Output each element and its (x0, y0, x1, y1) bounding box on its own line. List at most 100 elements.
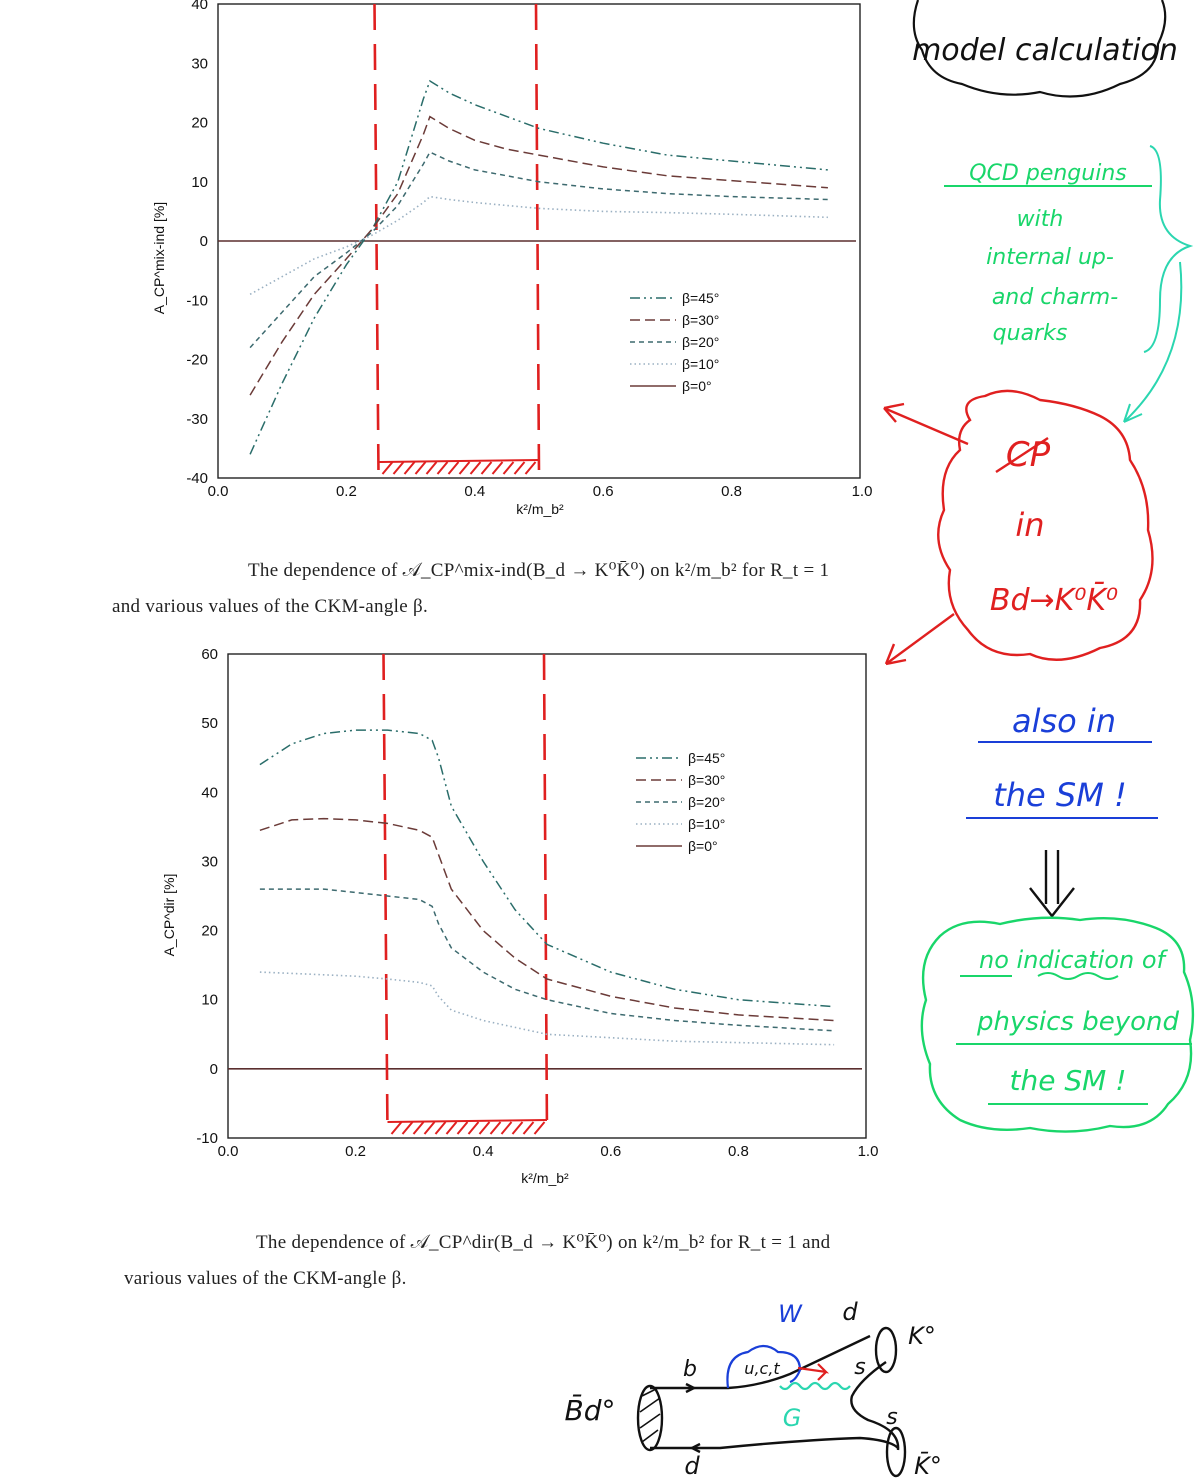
cloud-outline (912, 0, 1167, 98)
legend-label: β=45° (682, 290, 719, 306)
plot-frame (227, 653, 867, 1139)
x-tick-label: 0.4 (464, 483, 485, 500)
band-top-line (378, 459, 540, 463)
y-tick-label: 40 (201, 784, 218, 801)
s-bottom-label: s (886, 1405, 897, 1430)
model-calculation-cloud: model calculation (912, 0, 1178, 98)
k0-blob (874, 1326, 898, 1374)
band-top-line (387, 1119, 548, 1123)
band-hatch (447, 461, 460, 475)
band-hatch (522, 1121, 535, 1135)
series-line-1 (249, 79, 828, 455)
y-tick-label: -10 (196, 1130, 218, 1147)
band-hatch (381, 461, 394, 475)
qcd-line-1: QCD penguins (969, 161, 1126, 186)
y-axis-label: A_CP^mix-ind [%] (151, 202, 167, 314)
band-right-line (534, 3, 541, 475)
band-right-line (542, 653, 549, 1135)
y-tick-label: 20 (201, 923, 218, 940)
k0-label: K° (908, 1322, 936, 1350)
bd-blob (636, 1384, 664, 1452)
cp-in-text: in (1015, 506, 1044, 544)
bd-label: B̄d° (565, 1393, 616, 1427)
k0bar-label: K̄° (914, 1451, 942, 1480)
arrow-head (883, 402, 905, 423)
x-tick-label: 0.0 (208, 483, 229, 500)
x-tick-label: 0.2 (345, 1143, 366, 1160)
chart-dir: 0.0 0.2 0.4 0.6 0.8 1.0 -10 0 10 20 30 40 50 60 β=45… (161, 646, 878, 1186)
arrow-to-top-chart (883, 406, 969, 446)
legend-label: β=0° (682, 378, 712, 394)
x-tick-label: 1.0 (852, 483, 873, 500)
y-tick-label: -30 (186, 411, 208, 428)
caption-bottom-line-1: The dependence of 𝒜_CP^dir(B_d → K⁰K̄⁰) … (256, 1232, 831, 1253)
legend-label: β=30° (688, 772, 725, 788)
legend-label: β=30° (682, 312, 719, 328)
b-label: b (683, 1357, 697, 1382)
series-group (249, 79, 828, 455)
legend-label: β=0° (688, 838, 718, 854)
band-hatch (434, 1121, 447, 1135)
band-hatch (467, 1121, 480, 1135)
band-hatch (500, 1121, 513, 1135)
x-tick-label: 0.6 (600, 1143, 621, 1160)
nophys-line-3: the SM ! (1010, 1064, 1127, 1097)
x-tick-label: 0.2 (336, 483, 357, 500)
highlight-band (382, 653, 549, 1135)
legend: β=45° β=30° β=20° β=10° β=0° (630, 290, 719, 394)
band-hatch (478, 1121, 491, 1135)
x-tick-label: 0.4 (473, 1143, 494, 1160)
band-hatch (533, 1121, 546, 1135)
band-hatch (390, 1121, 403, 1135)
w-loop (726, 1344, 802, 1389)
no-new-physics-cloud: no indication of physics beyond the SM ! (920, 916, 1195, 1133)
y-tick-label: 50 (201, 715, 218, 732)
k0bar-blob (885, 1426, 907, 1478)
cloud-outline (920, 916, 1195, 1133)
x-tick-label: 0.8 (721, 483, 742, 500)
y-tick-labels: -40 -30 -20 -10 0 10 20 30 40 (186, 0, 208, 487)
chart-mix-ind: 0.0 0.2 0.4 0.6 0.8 1.0 -40 -30 -20 -10 0 10 20 30 40… (151, 0, 872, 517)
band-hatch (491, 461, 504, 475)
cp-decay-text: Bd→K⁰K̄⁰ (990, 582, 1118, 618)
y-tick-label: 30 (201, 853, 218, 870)
s-top-label: s (854, 1355, 865, 1380)
band-hatch (423, 1121, 436, 1135)
quark-line-top (650, 1334, 871, 1390)
x-axis-label: k²/m_b² (521, 1170, 569, 1186)
series-line-4 (249, 195, 828, 296)
legend-label: β=10° (682, 356, 719, 372)
cloud-text: model calculation (912, 33, 1178, 68)
qcd-line-3: internal up- (986, 245, 1114, 270)
band-hatch (392, 461, 405, 475)
band-hatch (458, 461, 471, 475)
gluon (779, 1381, 851, 1391)
x-tick-labels: 0.0 0.2 0.4 0.6 0.8 1.0 (208, 483, 873, 500)
implies-arrow (1029, 850, 1075, 918)
legend-label: β=20° (682, 334, 719, 350)
band-hatch (469, 461, 482, 475)
nophys-line-1: no indication of (979, 946, 1168, 974)
x-tick-label: 0.8 (728, 1143, 749, 1160)
band-hatch (403, 461, 416, 475)
legend-label: β=20° (688, 794, 725, 810)
bd-hatch (639, 1387, 661, 1443)
qcd-penguins-note: QCD penguins with internal up- and charm… (944, 145, 1194, 423)
brace (1143, 145, 1194, 353)
d-bottom-label: d (684, 1452, 700, 1480)
y-tick-label: -10 (186, 292, 208, 309)
series-group (259, 729, 835, 1046)
wavy-underline (1037, 972, 1119, 980)
w-label: W (778, 1300, 803, 1328)
band-hatch (489, 1121, 502, 1135)
y-tick-label: 30 (191, 55, 208, 72)
band-hatch (513, 461, 526, 475)
band-hatch (414, 461, 427, 475)
band-left-line (373, 3, 380, 475)
arrow-to-bottom-chart (885, 613, 955, 665)
series-line-1 (259, 729, 835, 1008)
band-hatch (524, 461, 537, 475)
y-tick-label: 10 (191, 174, 208, 191)
caption-bottom-line-2: various values of the CKM-angle β. (124, 1268, 407, 1289)
quark-line-bottom (650, 1436, 899, 1450)
